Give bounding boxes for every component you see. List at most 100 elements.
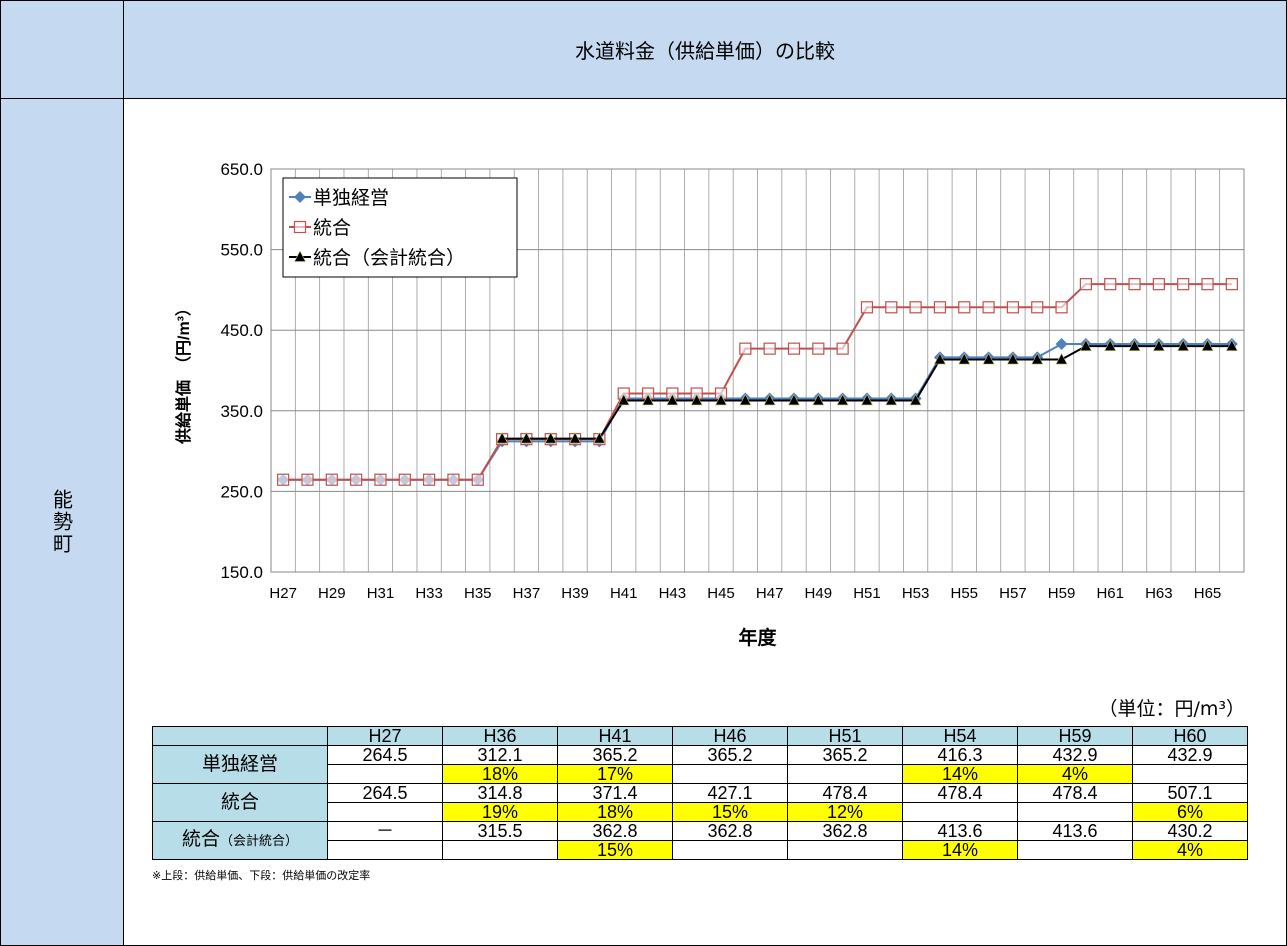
side-cell: 能勢町 xyxy=(0,98,124,946)
x-tick-label: H27 xyxy=(269,585,297,602)
marker xyxy=(617,393,630,406)
value-cell: 315.5 xyxy=(442,821,558,841)
x-tick-label: H43 xyxy=(659,585,687,602)
marker xyxy=(325,473,338,486)
table-row: 統合（会計統合）－ 315.5 362.8 362.8 362.8 413.6 413.6 4… xyxy=(152,821,1248,860)
marker xyxy=(982,352,995,365)
row-label-text: 単独経営 xyxy=(201,753,278,775)
rate-cell: 14% xyxy=(902,840,1018,860)
value-cell: 478.4 xyxy=(1017,783,1133,803)
value-cell xyxy=(327,840,443,860)
value-cell xyxy=(327,802,443,822)
marker xyxy=(812,393,825,406)
marker xyxy=(1225,278,1238,291)
marker xyxy=(496,431,509,444)
marker xyxy=(715,393,728,406)
marker xyxy=(1201,278,1214,291)
rate-cell: 17% xyxy=(557,764,673,784)
x-tick-label: H47 xyxy=(756,585,784,602)
value-cell: 430.2 xyxy=(1132,821,1248,841)
value-cell xyxy=(327,764,443,784)
value-cell: 413.6 xyxy=(1017,821,1133,841)
x-tick-label: H61 xyxy=(1096,585,1124,602)
x-tick-label: H33 xyxy=(415,585,443,602)
value-cell xyxy=(442,840,558,860)
marker xyxy=(933,301,947,314)
marker xyxy=(1055,352,1068,365)
value-cell: 432.9 xyxy=(1017,745,1133,765)
value-cell: 264.5 xyxy=(327,745,443,765)
value-cell: 478.4 xyxy=(902,783,1018,803)
marker xyxy=(1104,278,1117,291)
row-label: 統合 xyxy=(152,783,328,822)
value-cell: 362.8 xyxy=(557,821,673,841)
x-tick-label: H41 xyxy=(610,585,638,602)
marker xyxy=(909,301,922,314)
x-tick-label: H39 xyxy=(561,585,589,602)
header-title: 水道料金（供給単価）の比較 xyxy=(123,0,1287,99)
rate-cell: 18% xyxy=(557,802,673,822)
rate-cell: 18% xyxy=(442,764,558,784)
side-label: 能勢町 xyxy=(49,489,74,555)
x-tick-label: H35 xyxy=(464,585,492,602)
column-header: H27 xyxy=(327,726,443,746)
y-axis-label: 供給単価 （円/m³） xyxy=(174,300,193,445)
row-label: 統合（会計統合） xyxy=(152,821,328,860)
rate-cell: 15% xyxy=(672,802,788,822)
value-cell: 371.4 xyxy=(557,783,673,803)
rate-cell: 14% xyxy=(902,764,1018,784)
x-tick-label: H37 xyxy=(513,585,541,602)
column-header: H46 xyxy=(672,726,788,746)
value-cell: 365.2 xyxy=(787,745,903,765)
marker xyxy=(544,431,557,444)
marker xyxy=(860,393,873,406)
marker xyxy=(1201,339,1214,351)
marker xyxy=(1177,278,1190,291)
value-cell: － xyxy=(327,821,443,841)
x-tick-label: H53 xyxy=(902,585,930,602)
marker xyxy=(1225,339,1238,351)
marker xyxy=(350,473,363,486)
marker xyxy=(933,352,946,365)
rate-cell: 12% xyxy=(787,802,903,822)
marker xyxy=(1104,339,1117,351)
y-tick-label: 450.0 xyxy=(220,321,263,340)
x-tick-label: H51 xyxy=(853,585,881,602)
value-cell: 362.8 xyxy=(672,821,788,841)
x-tick-label: H49 xyxy=(805,585,833,602)
value-cell: 365.2 xyxy=(557,745,673,765)
x-tick-label: H55 xyxy=(950,585,978,602)
value-cell xyxy=(672,840,788,860)
row-label-text: 統合 xyxy=(220,791,259,813)
marker xyxy=(787,393,800,406)
value-cell xyxy=(787,764,903,784)
marker xyxy=(1055,301,1068,314)
column-header: H51 xyxy=(787,726,903,746)
rate-cell: 6% xyxy=(1132,802,1248,822)
marker xyxy=(958,352,971,365)
value-cell xyxy=(787,840,903,860)
marker xyxy=(982,301,995,314)
marker xyxy=(1177,339,1190,351)
row-label-note: （会計統合） xyxy=(220,833,299,848)
marker xyxy=(763,393,776,406)
marker xyxy=(294,191,306,203)
x-axis-label: 年度 xyxy=(738,626,777,649)
marker xyxy=(642,393,655,406)
table-row: 統合 264.5 314.8 371.4 427.1 478.4 478.4 478.4 507… xyxy=(152,783,1248,822)
value-cell: 413.6 xyxy=(902,821,1018,841)
legend-label: 統合 xyxy=(313,217,351,239)
marker xyxy=(1128,339,1141,351)
marker xyxy=(763,342,776,355)
marker xyxy=(836,342,849,355)
marker xyxy=(447,473,460,486)
marker xyxy=(569,431,582,444)
marker xyxy=(423,473,436,486)
table-row: H27 H36 H41 H46 H51 H54 H59 H60 xyxy=(152,726,1248,746)
x-tick-label: H29 xyxy=(318,585,346,602)
marker xyxy=(909,393,922,406)
value-cell: 427.1 xyxy=(672,783,788,803)
table-row: 15% 14% 4% xyxy=(153,840,1248,860)
rate-cell: 19% xyxy=(442,802,558,822)
